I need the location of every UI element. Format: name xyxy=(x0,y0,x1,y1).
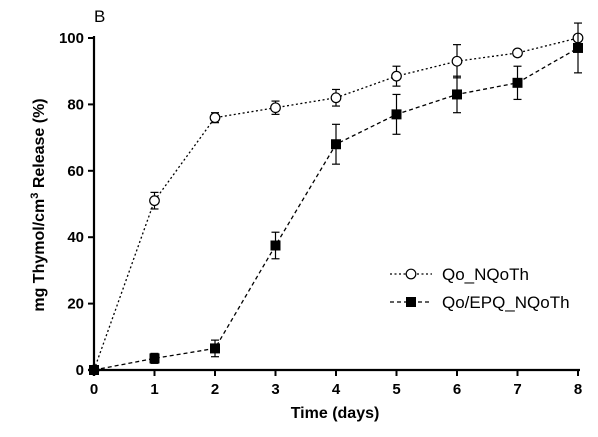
data-point xyxy=(270,102,281,114)
data-point xyxy=(89,365,99,375)
y-tick-label: 40 xyxy=(67,229,84,246)
x-tick-label: 5 xyxy=(392,381,400,398)
panel-label: B xyxy=(94,7,105,26)
data-point xyxy=(573,42,583,53)
data-point xyxy=(270,240,281,251)
data-point xyxy=(512,77,523,88)
y-tick-label: 60 xyxy=(67,163,84,180)
legend-label: Qo_NQoTh xyxy=(442,265,529,284)
x-axis-title: Time (days) xyxy=(291,405,380,422)
y-axis-title-superscript: 3 xyxy=(29,193,41,199)
data-point xyxy=(512,47,523,59)
data-point xyxy=(210,343,220,354)
legend-marker xyxy=(406,297,416,307)
legend-marker xyxy=(405,268,417,280)
series-line-1 xyxy=(93,37,579,371)
data-point xyxy=(149,195,160,207)
x-tick-label: 0 xyxy=(90,381,98,398)
y-tick-label: 0 xyxy=(76,362,84,379)
y-axis-title-suffix: Release (%) xyxy=(31,98,48,192)
y-tick-label: 80 xyxy=(67,96,84,113)
x-tick-label: 7 xyxy=(513,381,521,398)
data-point xyxy=(451,55,463,67)
data-point xyxy=(330,92,342,104)
data-point xyxy=(331,139,341,150)
legend-label: Qo/EPQ_NQoTh xyxy=(442,293,570,312)
data-point xyxy=(391,70,402,82)
y-axis-title-prefix: mg Thymol/cm xyxy=(31,199,48,312)
data-point xyxy=(149,353,160,364)
data-point xyxy=(209,112,221,124)
legend: Qo_NQoTh Qo/EPQ_NQoTh xyxy=(390,265,570,312)
data-point xyxy=(452,89,462,100)
x-tick-label: 8 xyxy=(574,381,582,398)
x-tick-label: 2 xyxy=(211,381,219,398)
x-tick-label: 4 xyxy=(332,381,341,398)
x-tick-label: 1 xyxy=(150,381,158,398)
y-axis-title: mg Thymol/cm3 Release (%) xyxy=(29,98,48,311)
x-tick-label: 3 xyxy=(271,381,279,398)
y-tick-label: 20 xyxy=(67,296,84,313)
data-point xyxy=(391,109,402,120)
x-tick-label: 6 xyxy=(453,381,461,398)
y-tick-label: 100 xyxy=(59,30,84,47)
